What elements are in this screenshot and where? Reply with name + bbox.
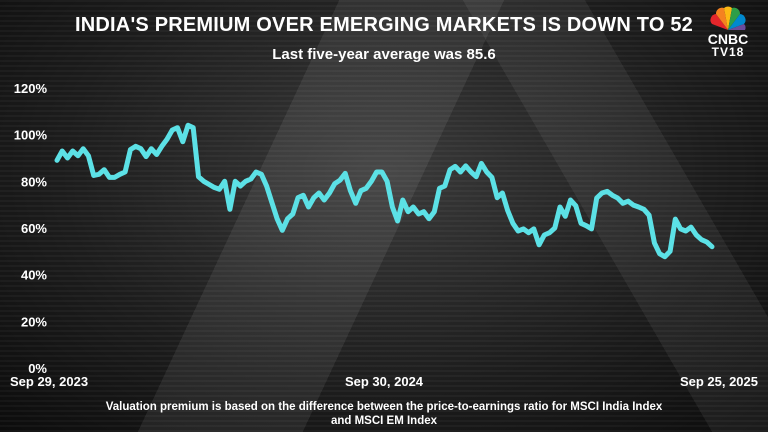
y-tick-label: 60%: [21, 221, 47, 236]
cnbc-tv18-logo: CNBC TV18: [698, 6, 758, 70]
y-tick-label: 100%: [14, 128, 48, 143]
footnote-line-1: Valuation premium is based on the differ…: [105, 401, 663, 413]
y-tick-label: 20%: [21, 314, 47, 329]
peacock-icon: [710, 6, 746, 30]
y-tick-label: 120%: [14, 81, 48, 96]
footnote: Valuation premium is based on the differ…: [0, 400, 768, 428]
series-line: [54, 122, 715, 260]
logo-text-tv18: TV18: [711, 45, 745, 59]
chart-title: INDIA'S PREMIUM OVER EMERGING MARKETS IS…: [75, 14, 693, 36]
y-tick-label: 40%: [21, 268, 47, 283]
footnote-line-2: and MSCI EM Index: [330, 415, 438, 427]
x-tick-label: Sep 30, 2024: [345, 374, 424, 389]
logo-text-cnbc: CNBC: [707, 31, 749, 47]
x-tick-label: Sep 25, 2025: [680, 374, 758, 389]
y-tick-label: 0%: [28, 361, 47, 376]
x-tick-label: Sep 29, 2023: [10, 374, 88, 389]
y-tick-label: 80%: [21, 174, 47, 189]
chart-subtitle: Last five-year average was 85.6: [272, 46, 496, 63]
